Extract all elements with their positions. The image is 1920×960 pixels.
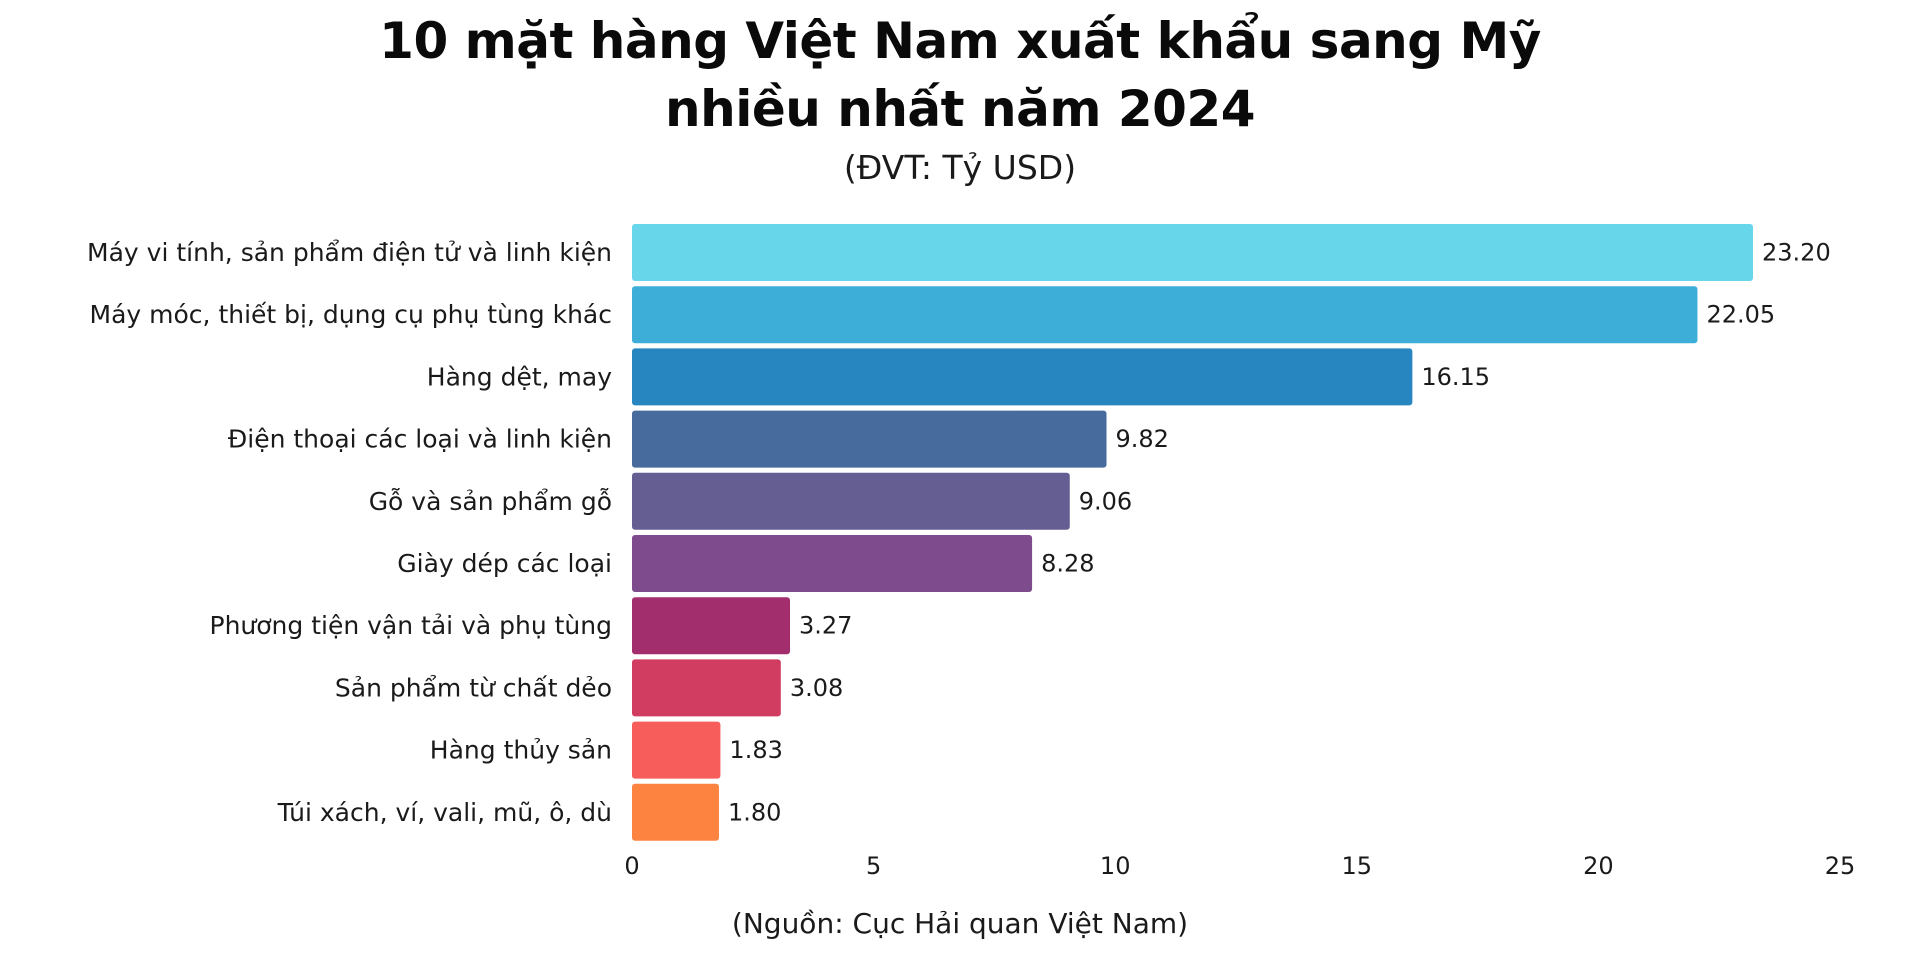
bar — [632, 286, 1698, 344]
category-label: Hàng thủy sản — [430, 736, 612, 765]
data-label: 3.08 — [790, 674, 843, 702]
data-label: 16.15 — [1421, 363, 1490, 391]
category-label: Sản phẩm từ chất dẻo — [335, 673, 612, 702]
category-label: Điện thoại các loại và linh kiện — [228, 425, 612, 454]
bar — [632, 348, 1413, 406]
data-label: 9.82 — [1116, 425, 1169, 453]
x-tick-label: 25 — [1825, 852, 1856, 880]
bar — [632, 597, 791, 655]
category-label: Máy móc, thiết bị, dụng cụ phụ tùng khác — [90, 300, 612, 329]
x-tick-label: 20 — [1583, 852, 1614, 880]
x-tick-label: 15 — [1342, 852, 1373, 880]
data-label: 9.06 — [1079, 487, 1132, 515]
category-label: Gỗ và sản phẩm gỗ — [369, 487, 612, 516]
bar — [632, 783, 719, 841]
category-label: Máy vi tính, sản phẩm điện tử và linh ki… — [87, 238, 612, 267]
bar — [632, 659, 781, 717]
chart-title-line2: nhiều nhất năm 2024 — [665, 80, 1256, 138]
source-note: (Nguồn: Cục Hải quan Việt Nam) — [731, 907, 1189, 940]
category-label: Phương tiện vận tải và phụ tùng — [210, 611, 613, 640]
category-label: Giày dép các loại — [397, 549, 612, 578]
chart-subtitle-unit: (ĐVT: Tỷ USD) — [843, 148, 1077, 187]
bar — [632, 224, 1754, 281]
x-tick-label: 5 — [866, 852, 881, 880]
data-label: 8.28 — [1041, 550, 1094, 578]
bar — [632, 472, 1070, 530]
x-tick-label: 0 — [624, 852, 639, 880]
category-label: Hàng dệt, may — [427, 362, 612, 391]
data-label: 1.83 — [729, 736, 782, 764]
data-label: 22.05 — [1706, 301, 1775, 329]
bar — [632, 721, 721, 779]
chart-title-line1: 10 mặt hàng Việt Nam xuất khẩu sang Mỹ — [379, 12, 1541, 70]
category-label: Túi xách, ví, vali, mũ, ô, dù — [277, 798, 612, 827]
data-label: 23.20 — [1762, 239, 1831, 267]
bar — [632, 535, 1033, 592]
bar — [632, 410, 1107, 468]
data-label: 3.27 — [799, 612, 852, 640]
data-label: 1.80 — [728, 798, 781, 826]
x-tick-label: 10 — [1100, 852, 1131, 880]
